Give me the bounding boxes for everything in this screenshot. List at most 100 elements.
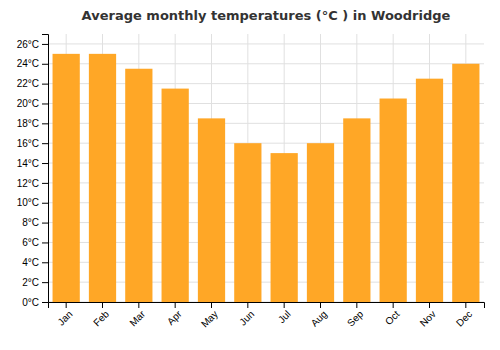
tick-mark bbox=[42, 103, 48, 104]
tick-label: 2°C bbox=[22, 277, 39, 288]
tick-mark bbox=[42, 242, 48, 243]
tick-mark bbox=[320, 302, 321, 308]
tick-label: 22°C bbox=[17, 78, 39, 89]
tick: 18°C bbox=[17, 118, 48, 129]
tick-mark bbox=[429, 302, 430, 308]
tick-label: Nov bbox=[418, 308, 438, 328]
tick-label: 12°C bbox=[17, 178, 39, 189]
tick-mark bbox=[42, 223, 48, 224]
tick-label: Apr bbox=[165, 308, 184, 327]
tick-mark bbox=[42, 183, 48, 184]
tick: Apr bbox=[165, 302, 184, 327]
tick: Oct bbox=[383, 302, 402, 327]
axis-line bbox=[49, 303, 485, 309]
tick-label: Aug bbox=[309, 308, 329, 328]
tick: 20°C bbox=[17, 98, 48, 109]
tick: 4°C bbox=[22, 257, 48, 268]
tick-label: 24°C bbox=[17, 58, 39, 69]
tick: 26°C bbox=[17, 39, 48, 50]
tick-label: Mar bbox=[127, 308, 147, 328]
tick: 8°C bbox=[22, 217, 48, 228]
tick-mark bbox=[393, 302, 394, 308]
bar bbox=[162, 89, 189, 302]
bar bbox=[53, 54, 80, 302]
bar bbox=[307, 143, 334, 302]
tick: 10°C bbox=[17, 197, 48, 208]
tick-mark bbox=[66, 302, 67, 308]
tick-mark bbox=[284, 302, 285, 308]
tick-mark bbox=[211, 302, 212, 308]
tick: 6°C bbox=[22, 237, 48, 248]
tick: 0°C bbox=[22, 297, 48, 308]
bar bbox=[89, 54, 116, 302]
tick-label: Sep bbox=[345, 308, 366, 329]
tick-mark bbox=[42, 163, 48, 164]
bars bbox=[53, 54, 480, 302]
tick-label: Oct bbox=[383, 308, 402, 327]
title: Average monthly temperatures (°C ) in Wo… bbox=[82, 8, 451, 23]
tick: Sep bbox=[345, 302, 366, 329]
tick-label: Feb bbox=[91, 308, 111, 328]
bar bbox=[416, 79, 443, 302]
tick: Jan bbox=[55, 302, 74, 328]
tick-mark bbox=[42, 84, 48, 85]
grid-line bbox=[48, 43, 484, 44]
bar bbox=[380, 99, 407, 302]
chart: 0°C 2°C 4°C 6°C 8°C 10°C 12°C 14°C 16°C 18°C 20°C 2… bbox=[0, 0, 500, 350]
tick-label: Dec bbox=[454, 308, 474, 328]
tick: 16°C bbox=[17, 138, 48, 149]
tick: 22°C bbox=[17, 78, 48, 89]
tick-label: 26°C bbox=[17, 39, 39, 50]
tick: Jun bbox=[237, 302, 256, 328]
axis-line bbox=[42, 35, 49, 303]
tick-label: 6°C bbox=[22, 237, 39, 248]
tick-label: 16°C bbox=[17, 138, 39, 149]
plot: 0°C 2°C 4°C 6°C 8°C 10°C 12°C 14°C 16°C 18°C 20°C 2… bbox=[17, 34, 485, 330]
grid bbox=[48, 34, 484, 302]
tick: 14°C bbox=[17, 158, 48, 169]
tick: Dec bbox=[454, 302, 474, 329]
tick-mark bbox=[138, 302, 139, 308]
bar bbox=[234, 143, 261, 302]
bar bbox=[271, 153, 298, 302]
tick-label: Jul bbox=[276, 308, 293, 325]
y-axis: 0°C 2°C 4°C 6°C 8°C 10°C 12°C 14°C 16°C 18°C 20°C 2… bbox=[17, 35, 49, 308]
tick: 12°C bbox=[17, 178, 48, 189]
tick: Mar bbox=[127, 302, 147, 328]
tick-mark bbox=[356, 302, 357, 308]
bar bbox=[125, 69, 152, 302]
tick: 24°C bbox=[17, 58, 48, 69]
tick: Aug bbox=[309, 302, 329, 329]
tick: 2°C bbox=[22, 277, 48, 288]
tick-mark bbox=[175, 302, 176, 308]
tick-mark bbox=[42, 262, 48, 263]
tick-mark bbox=[42, 282, 48, 283]
tick-label: 8°C bbox=[22, 217, 39, 228]
tick-label: Jun bbox=[237, 308, 256, 327]
tick-mark bbox=[42, 123, 48, 124]
x-axis: Jan Feb Mar Apr May Jun Jul Aug Sep Oct Nov Dec bbox=[49, 302, 485, 330]
tick: Nov bbox=[418, 302, 438, 329]
tick-mark bbox=[102, 302, 103, 308]
bar bbox=[452, 64, 479, 302]
tick-label: 18°C bbox=[17, 118, 39, 129]
tick: Feb bbox=[91, 302, 111, 328]
tick-mark bbox=[42, 64, 48, 65]
tick-mark bbox=[247, 302, 248, 308]
tick: Jul bbox=[276, 302, 293, 325]
tick-label: 14°C bbox=[17, 158, 39, 169]
tick-label: 0°C bbox=[22, 297, 39, 308]
tick-label: 10°C bbox=[17, 197, 39, 208]
tick-label: 20°C bbox=[17, 98, 39, 109]
tick: May bbox=[199, 302, 220, 330]
bar bbox=[198, 118, 225, 302]
tick-mark bbox=[42, 203, 48, 204]
tick-mark bbox=[42, 44, 48, 45]
tick-mark bbox=[42, 302, 48, 303]
tick-label: Jan bbox=[55, 308, 74, 327]
tick-mark bbox=[42, 143, 48, 144]
bar bbox=[343, 118, 370, 302]
tick-label: 4°C bbox=[22, 257, 39, 268]
tick-mark bbox=[465, 302, 466, 308]
tick-label: May bbox=[199, 308, 220, 329]
